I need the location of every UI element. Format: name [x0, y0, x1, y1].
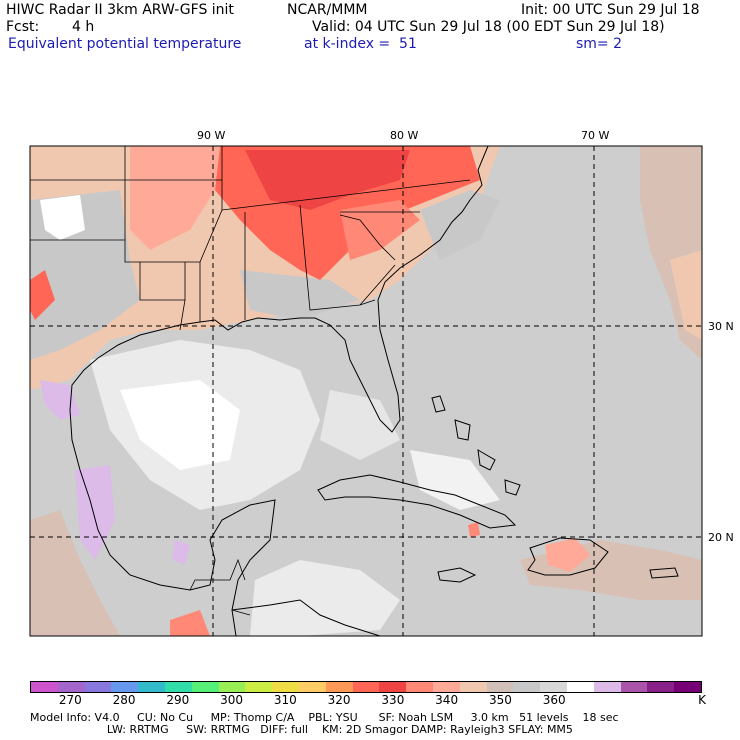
- colorbar-swatch: [459, 682, 487, 692]
- colorbar-tick-label: 310: [273, 693, 297, 707]
- colorbar-tick-label: 340: [435, 693, 459, 707]
- map-title: HIWC Radar II 3km ARW-GFS init: [6, 2, 234, 18]
- colorbar-swatch: [164, 682, 192, 692]
- field-name: Equivalent potential temperature: [8, 36, 242, 52]
- forecast-hour: 4 h: [72, 19, 95, 35]
- colorbar-swatch: [593, 682, 621, 692]
- colorbar-swatch: [138, 682, 165, 692]
- colorbar-swatch: [513, 682, 541, 692]
- colorbar-swatch: [325, 682, 353, 692]
- colorbar-swatch: [191, 682, 219, 692]
- colorbar-tick-label: 350: [488, 693, 512, 707]
- colorbar-swatch: [620, 682, 648, 692]
- colorbar-swatch: [566, 682, 594, 692]
- colorbar-swatch: [379, 682, 407, 692]
- colorbar-tick-label: 300: [220, 693, 244, 707]
- model-info-line2: LW: RRTMG SW: RRTMG DIFF: full KM: 2D Sm…: [30, 723, 573, 736]
- colorbar-swatch: [674, 682, 701, 692]
- colorbar: [30, 681, 702, 693]
- colorbar-swatch: [31, 682, 58, 692]
- organization: NCAR/MMM: [287, 2, 368, 18]
- colorbar-swatch: [245, 682, 273, 692]
- model-info-line1: Model Info: V4.0 CU: No Cu MP: Thomp C/A…: [30, 711, 619, 724]
- colorbar-tick-label: 290: [166, 693, 190, 707]
- colorbar-tick-label: 320: [327, 693, 351, 707]
- colorbar-unit: K: [698, 693, 706, 707]
- colorbar-swatch: [352, 682, 380, 692]
- latitude-label-20n: 20 N: [708, 531, 734, 544]
- longitude-label-90w: 90 W: [197, 129, 226, 142]
- longitude-label-80w: 80 W: [390, 129, 419, 142]
- colorbar-swatch: [218, 682, 246, 692]
- lavender-patch-mexico: [75, 465, 115, 560]
- colorbar-tick-label: 330: [381, 693, 405, 707]
- forecast-label: Fcst:: [6, 19, 40, 35]
- colorbar-tick-label: 360: [542, 693, 566, 707]
- colorbar-swatch: [406, 682, 433, 692]
- map-frame: [29, 145, 703, 637]
- colorbar-swatch: [272, 682, 299, 692]
- colorbar-tick-label: 280: [112, 693, 136, 707]
- colorbar-swatch: [432, 682, 460, 692]
- colorbar-swatch: [540, 682, 567, 692]
- latitude-label-30n: 30 N: [708, 320, 734, 333]
- colorbar-swatch: [84, 682, 112, 692]
- init-time: Init: 00 UTC Sun 29 Jul 18: [521, 2, 700, 18]
- level-index: at k-index = 51: [304, 36, 417, 52]
- colorbar-swatch: [57, 682, 85, 692]
- smoothing-value: sm= 2: [576, 36, 623, 52]
- valid-time: Valid: 04 UTC Sun 29 Jul 18 (00 EDT Sun …: [312, 19, 665, 35]
- hispaniola-warm-spot: [545, 538, 590, 572]
- colorbar-swatch: [111, 682, 139, 692]
- colorbar-swatch: [298, 682, 326, 692]
- colorbar-tick-label: 270: [58, 693, 82, 707]
- colorbar-swatch: [486, 682, 514, 692]
- colorbar-swatch: [647, 682, 675, 692]
- longitude-label-70w: 70 W: [581, 129, 610, 142]
